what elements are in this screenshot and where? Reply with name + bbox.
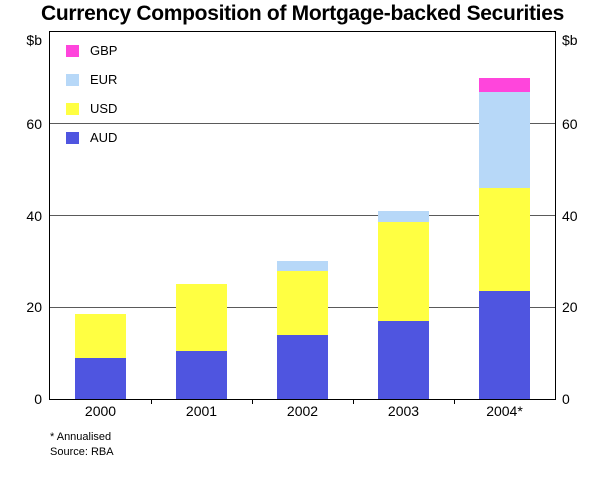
bar-segment-2003-EUR — [378, 210, 429, 223]
gridline-40 — [50, 215, 555, 216]
legend-item-GBP: GBP — [66, 36, 117, 65]
y-axis-label-right-0: 0 — [562, 391, 570, 407]
y-axis-label-left-20: 20 — [26, 299, 42, 316]
legend-swatch-EUR — [66, 73, 79, 86]
footnote-annualised: * Annualised — [50, 431, 112, 443]
x-axis-label-2000: 2000 — [84, 403, 117, 419]
bar-2000 — [75, 314, 126, 399]
chart-title: Currency Composition of Mortgage-backed … — [41, 2, 564, 25]
y-axis-unit-left: $b — [26, 32, 42, 48]
y-axis-label-right-20: 20 — [562, 299, 578, 316]
y-axis-label-left-0: 0 — [34, 391, 42, 407]
bar-segment-2002-EUR — [277, 261, 328, 271]
chart-legend: GBP EUR USD AUD — [66, 36, 117, 152]
x-axis-label-2004*: 2004* — [486, 403, 523, 419]
legend-label-GBP: GBP — [90, 43, 118, 58]
x-axis-tick-2 — [251, 399, 253, 404]
bar-2001 — [176, 284, 227, 399]
gridline-60 — [50, 123, 555, 125]
bar-segment-2001-USD — [176, 284, 227, 351]
bar-2003 — [378, 210, 429, 399]
legend-label-AUD: AUD — [90, 130, 118, 145]
bar-segment-2003-USD — [378, 222, 429, 322]
bar-segment-2004*-USD — [479, 187, 530, 292]
bar-segment-2004*-GBP — [479, 77, 530, 92]
x-axis-label-2003: 2003 — [387, 403, 420, 419]
bar-2004* — [479, 77, 530, 399]
legend-swatch-AUD — [66, 131, 79, 144]
bar-segment-2003-AUD — [378, 321, 429, 399]
bar-segment-2002-AUD — [277, 334, 328, 399]
bar-segment-2001-AUD — [176, 350, 227, 399]
bar-segment-2002-USD — [277, 270, 328, 335]
bar-segment-2004*-AUD — [479, 291, 530, 399]
footnote-source: Source: RBA — [50, 446, 114, 458]
legend-label-USD: USD — [90, 101, 118, 116]
bar-segment-2004*-EUR — [479, 91, 530, 188]
x-axis-label-2001: 2001 — [185, 403, 218, 419]
legend-item-EUR: EUR — [66, 65, 117, 94]
bar-2002 — [277, 261, 328, 399]
bar-segment-2000-USD — [75, 314, 126, 358]
y-axis-label-left-60: 60 — [26, 115, 42, 132]
legend-item-USD: USD — [66, 94, 117, 123]
y-axis-label-right-60: 60 — [562, 115, 578, 132]
y-axis-label-right-40: 40 — [562, 207, 578, 224]
x-axis-label-2002: 2002 — [286, 403, 319, 419]
x-axis-tick-3 — [352, 399, 354, 404]
x-axis-tick-1 — [150, 399, 152, 404]
plot-area: GBP EUR USD AUD — [49, 31, 556, 404]
legend-swatch-USD — [66, 102, 79, 115]
legend-label-EUR: EUR — [90, 72, 118, 87]
legend-swatch-GBP — [66, 44, 79, 57]
legend-item-AUD: AUD — [66, 123, 117, 152]
y-axis-unit-right: $b — [562, 32, 578, 48]
bar-segment-2000-AUD — [75, 357, 126, 399]
y-axis-label-left-40: 40 — [26, 207, 42, 224]
x-axis-tick-4 — [453, 399, 455, 404]
